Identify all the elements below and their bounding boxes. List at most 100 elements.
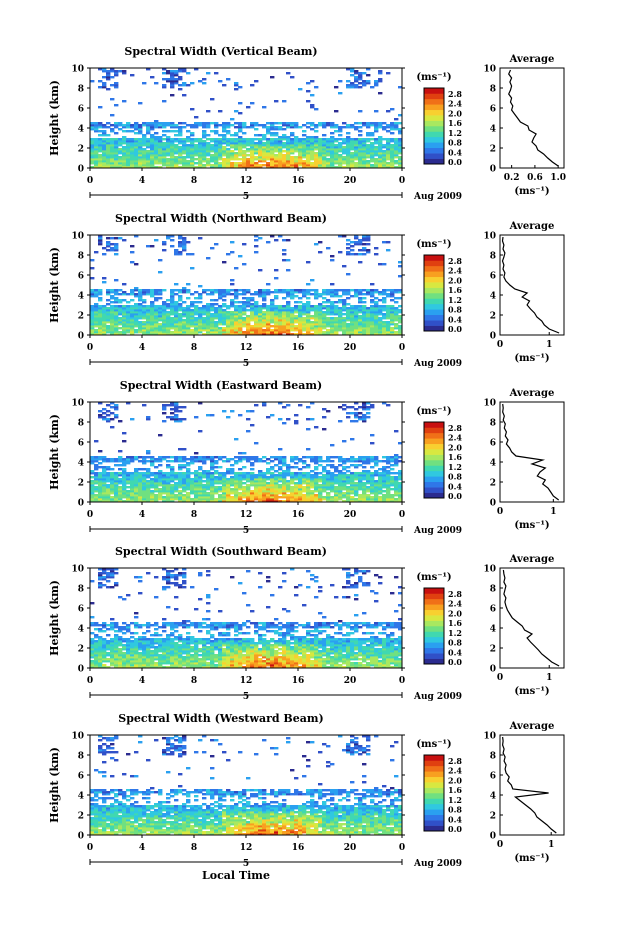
heatmap-cell (270, 132, 275, 135)
heatmap-cell (358, 472, 363, 475)
heatmap-cell (310, 323, 315, 326)
heatmap-cell (242, 293, 247, 296)
heatmap-cell (290, 494, 295, 497)
heatmap-cell (118, 313, 123, 316)
heatmap-cell (138, 148, 143, 151)
heatmap-cell (218, 331, 223, 334)
heatmap-cell (94, 666, 99, 669)
heatmap-cell (334, 150, 339, 153)
heatmap-cell (270, 305, 275, 308)
heatmap-cell (138, 484, 143, 487)
y-tick-label: 2 (78, 479, 84, 489)
heatmap-cell (286, 484, 291, 487)
heatmap-cell (130, 305, 135, 308)
heatmap-cell (110, 70, 115, 73)
heatmap-cell (266, 470, 271, 473)
heatmap-cell (206, 498, 211, 501)
heatmap-cell (246, 418, 251, 421)
heatmap-cell (294, 333, 299, 336)
heatmap-cell (102, 476, 107, 479)
heatmap-cell (230, 323, 235, 326)
heatmap-cell (198, 492, 203, 495)
heatmap-cell (310, 418, 315, 421)
heatmap-cell (226, 416, 231, 419)
heatmap-cell (302, 160, 307, 163)
heatmap-cell (90, 500, 95, 503)
heatmap-cell (390, 327, 395, 330)
heatmap-cell (126, 331, 131, 334)
heatmap-cell (134, 309, 139, 312)
heatmap-cell (202, 305, 207, 308)
heatmap-cell (310, 317, 315, 320)
heatmap-cell (378, 126, 383, 129)
heatmap-cell (126, 160, 131, 163)
heatmap-cell (310, 500, 315, 503)
heatmap-cell (366, 498, 371, 501)
heatmap-cell (242, 476, 247, 479)
heatmap-cell (154, 490, 159, 493)
heatmap-cell (366, 406, 371, 409)
heatmap-cell (286, 498, 291, 501)
heatmap-cell (110, 488, 115, 491)
heatmap-cell (374, 291, 379, 294)
heatmap-cell (338, 325, 343, 328)
heatmap-cell (326, 476, 331, 479)
heatmap-cell (258, 498, 263, 501)
heatmap-cell (194, 333, 199, 336)
heatmap-cell (306, 122, 311, 125)
heatmap-cell (294, 166, 299, 169)
heatmap-cell (326, 299, 331, 302)
heatmap-cell (326, 331, 331, 334)
heatmap-cell (358, 289, 363, 292)
colorbar-swatch (424, 487, 444, 493)
heatmap-cell (134, 303, 139, 306)
heatmap-cell (250, 496, 255, 499)
heatmap-cell (374, 110, 379, 113)
heatmap-cell (198, 490, 203, 493)
heatmap-cell (378, 136, 383, 139)
heatmap-cell (114, 311, 119, 314)
heatmap-cell (190, 458, 195, 461)
heatmap-cell (354, 325, 359, 328)
heatmap-cell (306, 311, 311, 314)
heatmap-cell (314, 156, 319, 159)
heatmap-cell (370, 474, 375, 477)
heatmap-cell (310, 128, 315, 131)
heatmap-cell (266, 458, 271, 461)
heatmap-cell (238, 309, 243, 312)
heatmap-cell (182, 311, 187, 314)
heatmap-cell (146, 150, 151, 153)
heatmap-cell (138, 162, 143, 165)
heatmap-cell (274, 144, 279, 147)
heatmap-cell (378, 124, 383, 127)
heatmap-cell (362, 458, 367, 461)
heatmap-cell (198, 166, 203, 169)
heatmap-cell (390, 323, 395, 326)
heatmap-cell (122, 317, 127, 320)
heatmap-cell (154, 482, 159, 485)
heatmap-cell (318, 311, 323, 314)
heatmap-cell (114, 301, 119, 304)
heatmap-cell (362, 498, 367, 501)
heatmap-cell (294, 309, 299, 312)
heatmap-cell (214, 124, 219, 127)
heatmap-cell (150, 142, 155, 145)
heatmap-cell (94, 124, 99, 127)
heatmap-cell (138, 146, 143, 149)
heatmap-cell (334, 331, 339, 334)
heatmap-cell (334, 496, 339, 499)
heatmap-cell (162, 301, 167, 304)
heatmap-cell (334, 158, 339, 161)
heatmap-cell (174, 289, 179, 292)
heatmap-cell (230, 166, 235, 169)
heatmap-cell (262, 488, 267, 491)
heatmap-cell (170, 74, 175, 77)
heatmap-cell (178, 325, 183, 328)
heatmap-cell (126, 456, 131, 459)
heatmap-cell (214, 158, 219, 161)
heatmap-cell (154, 291, 159, 294)
heatmap-cell (378, 166, 383, 169)
heatmap-cell (322, 150, 327, 153)
heatmap-cell (394, 462, 399, 465)
heatmap-cell (138, 297, 143, 300)
